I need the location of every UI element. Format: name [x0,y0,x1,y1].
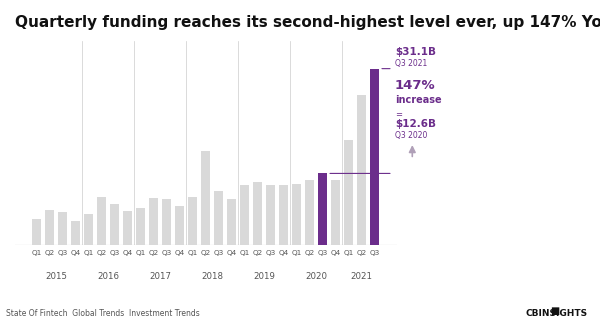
Bar [46,210,55,245]
Bar [58,212,67,245]
Text: CBINSIGHTS: CBINSIGHTS [526,309,588,318]
Bar [214,191,223,245]
Bar [240,185,249,245]
Bar [110,204,119,245]
Text: Q3 2020: Q3 2020 [395,131,427,140]
Bar [136,208,145,245]
Bar [344,140,353,245]
Text: State Of Fintech  Global Trends  Investment Trends: State Of Fintech Global Trends Investmen… [6,309,200,318]
Text: Q3 2021: Q3 2021 [395,59,427,68]
Bar [175,206,184,245]
Text: 2018: 2018 [201,272,223,281]
Bar [85,214,94,245]
Text: 2021: 2021 [350,272,373,281]
Bar [305,180,314,245]
Bar [201,151,211,245]
Bar [123,211,133,245]
Bar [149,198,158,245]
Bar [318,173,327,245]
Text: Quarterly funding reaches its second-highest level ever, up 147% YoY: Quarterly funding reaches its second-hig… [15,15,600,30]
Bar [227,199,236,245]
Bar [188,197,197,245]
Bar [162,199,172,245]
Text: $31.1B: $31.1B [395,47,436,57]
Text: increase: increase [395,95,442,105]
Text: ■: ■ [550,306,559,316]
Bar [279,185,288,245]
Text: 2019: 2019 [253,272,275,281]
Text: 2020: 2020 [305,272,327,281]
Bar [357,95,366,245]
Bar [292,184,301,245]
Bar [32,219,41,245]
Text: 2016: 2016 [97,272,119,281]
Text: 2017: 2017 [149,272,171,281]
Text: $12.6B: $12.6B [395,119,436,129]
Text: 2015: 2015 [46,272,67,281]
Bar [331,180,340,245]
Bar [97,197,106,245]
Text: 147%: 147% [395,79,436,92]
Bar [266,185,275,245]
Text: =: = [395,110,402,119]
Bar [71,221,80,245]
Bar [370,69,379,245]
Bar [253,182,262,245]
